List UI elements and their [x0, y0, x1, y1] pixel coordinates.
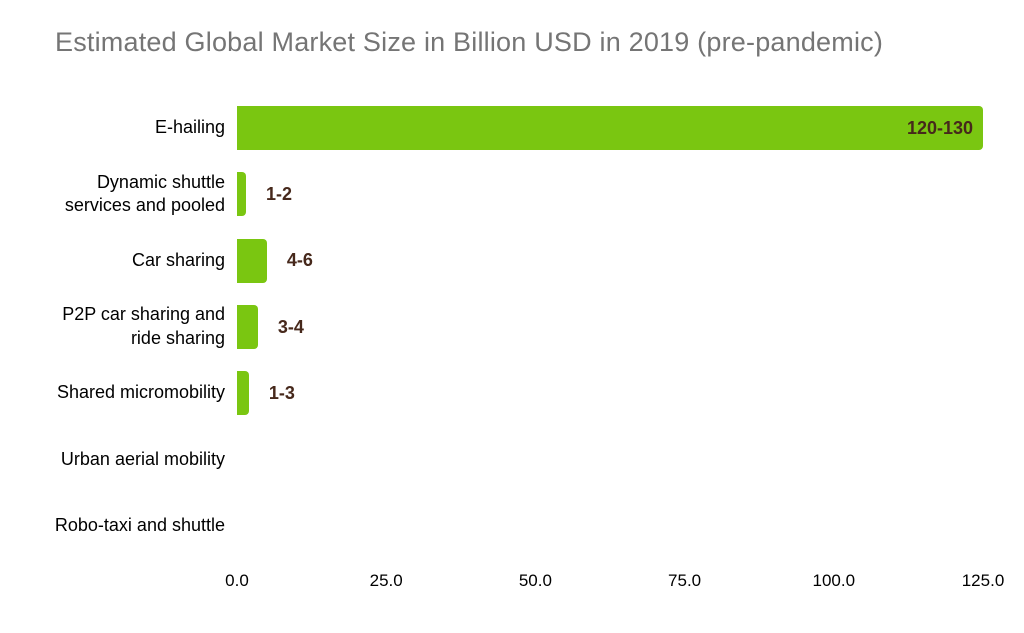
bar-row: Shared micromobility 1-3: [0, 360, 1024, 426]
bar-area: 120-130: [237, 95, 1024, 161]
bar-area: [237, 426, 1024, 492]
bar-row: E-hailing 120-130: [0, 95, 1024, 161]
bar-area: 1-2: [237, 161, 1024, 227]
bar-area: 3-4: [237, 294, 1024, 360]
category-label: Car sharing: [131, 249, 225, 270]
x-axis-tick-label: 0.0: [225, 571, 249, 590]
value-label: 3-4: [277, 316, 304, 337]
bar-area: [237, 493, 1024, 559]
bar: [237, 371, 249, 416]
value-label: 120-130: [906, 117, 973, 138]
bar: [237, 238, 267, 283]
category-label: Shared micromobility: [56, 382, 225, 403]
plot-area: E-hailing 120-130 Dynamic shuttle services…: [0, 95, 1024, 559]
x-axis-tick-label: 75.0: [668, 571, 702, 590]
bar-area: 1-3: [237, 360, 1024, 426]
x-axis-tick-label: 100.0: [812, 571, 856, 590]
x-axis: 0.0 25.0 50.0 75.0 100.0 125.0: [0, 571, 1024, 597]
category-label: Robo-taxi and shuttle: [54, 515, 225, 536]
bar-row: Urban aerial mobility: [0, 426, 1024, 492]
chart-title: Estimated Global Market Size in Billion …: [55, 27, 884, 57]
x-axis-tick-label: 125.0: [961, 571, 1005, 590]
category-label: Dynamic shuttle services and pooled: [64, 171, 225, 216]
category-label: P2P car sharing and ride sharing: [62, 304, 225, 349]
bar: 120-130: [237, 106, 983, 151]
bar-row: P2P car sharing and ride sharing 3-4: [0, 294, 1024, 360]
bar-row: Dynamic shuttle services and pooled 1-2: [0, 161, 1024, 227]
value-label: 4-6: [286, 250, 313, 271]
value-label: 1-2: [265, 183, 292, 204]
bar: [237, 172, 246, 217]
x-axis-tick-label: 50.0: [518, 571, 552, 590]
bar-row: Car sharing 4-6: [0, 228, 1024, 294]
category-label: Urban aerial mobility: [60, 448, 225, 469]
bar-row: Robo-taxi and shuttle: [0, 493, 1024, 559]
x-axis-tick-label: 25.0: [369, 571, 403, 590]
category-label: E-hailing: [154, 117, 225, 138]
bar: [237, 305, 258, 350]
bar-area: 4-6: [237, 228, 1024, 294]
value-label: 1-3: [268, 382, 295, 403]
